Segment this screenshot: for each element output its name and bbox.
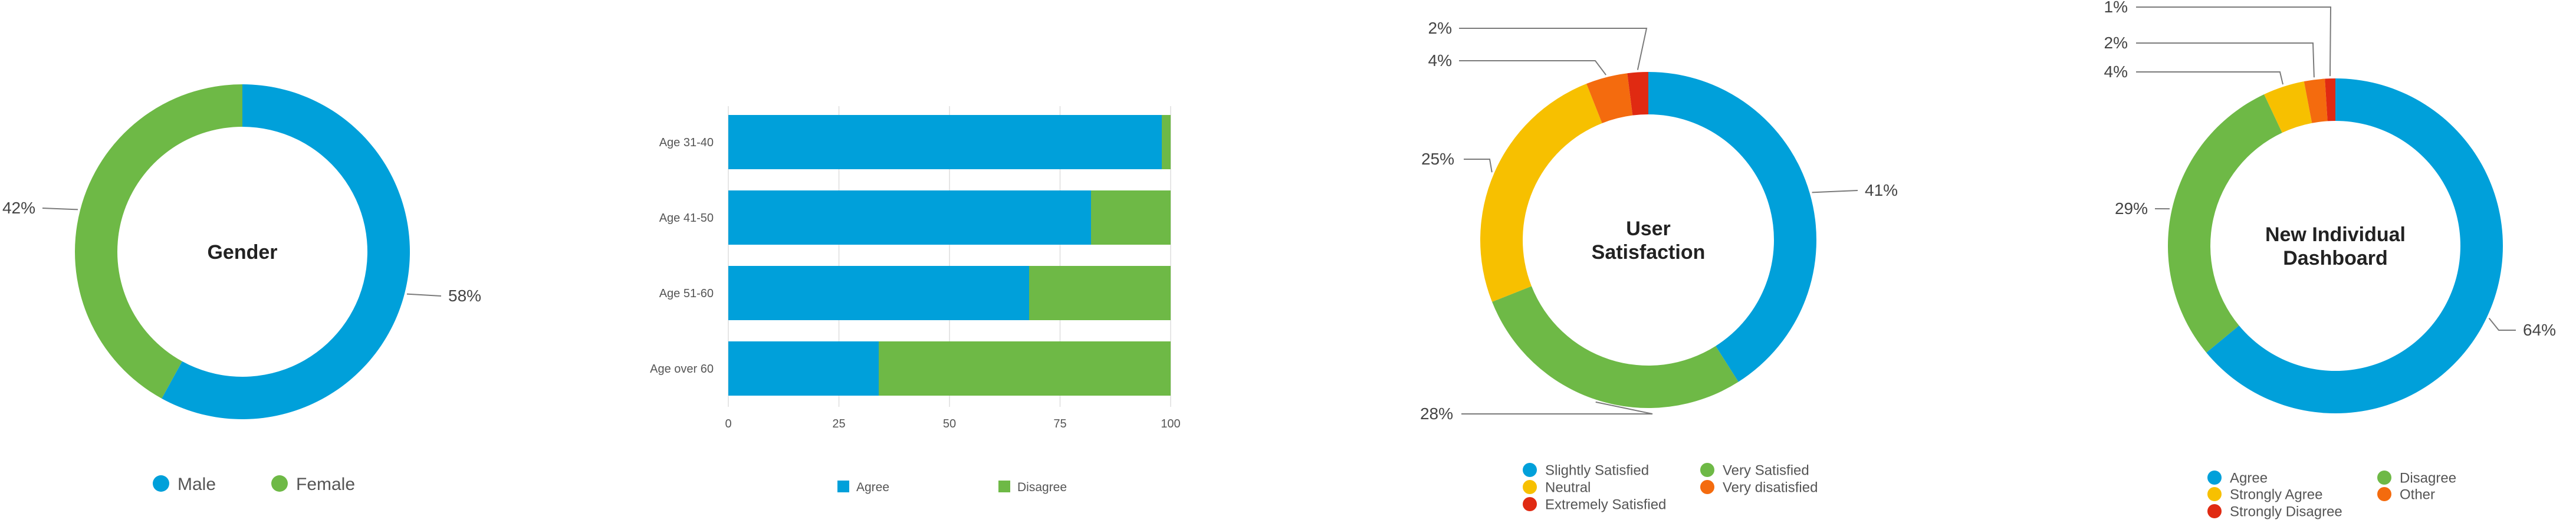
legend-label: Very Satisfied [1723, 463, 1809, 479]
legend-label: Very disatisfied [1723, 480, 1818, 496]
leader-line [2489, 318, 2516, 330]
y-category-label: Age 51-60 [659, 287, 714, 300]
legend-label: Extremely Satisfied [1545, 497, 1666, 513]
y-category-label: Age over 60 [650, 363, 714, 376]
slice-percentage-label: 58% [448, 287, 481, 305]
leader-line [1459, 28, 1647, 70]
slice-percentage-label: 25% [1421, 150, 1454, 168]
bar-segment [879, 341, 1171, 396]
donut-slice [1648, 72, 1816, 382]
slice-percentage-label: 2% [2104, 34, 2128, 52]
slice-percentage-label: 4% [2104, 63, 2128, 81]
leader-line [2136, 7, 2331, 76]
donut-center-title: New Individual [2265, 223, 2406, 246]
donut-center-title: User [1626, 218, 1671, 240]
legend-swatch [153, 475, 169, 492]
bar-chart: 0 25 50 75 100 Age 31-40 Age 41-50 Age 51-60 Age… [650, 106, 1181, 494]
legend-swatch [998, 481, 1010, 492]
donut-slice [1492, 286, 1739, 408]
donut-center-title: Gender [207, 241, 277, 264]
legend-label: Other [2400, 487, 2435, 503]
legend-swatch [2207, 504, 2222, 518]
legend-swatch [2377, 471, 2391, 485]
bar-segment [728, 341, 879, 396]
y-category-label: Age 31-40 [659, 136, 714, 149]
bar-segment [728, 115, 1162, 169]
leader-line [1464, 159, 1492, 172]
legend-swatch [1700, 463, 1714, 477]
donut-slice [1480, 84, 1602, 302]
slice-percentage-label: 4% [1428, 51, 1452, 70]
x-tick-label: 0 [725, 417, 731, 430]
donut-center-title: Satisfaction [1592, 241, 1706, 264]
legend-swatch [2377, 487, 2391, 501]
y-category-label: Age 41-50 [659, 212, 714, 225]
x-tick-label: 75 [1053, 417, 1066, 430]
leader-line [42, 208, 78, 209]
legend-swatch [837, 481, 849, 492]
leader-line [407, 294, 441, 296]
leader-line [2136, 72, 2283, 84]
bar-segment [728, 266, 1029, 320]
bar-segment [1162, 115, 1171, 169]
slice-percentage-label: 64% [2523, 321, 2556, 339]
legend-label: Disagree [2400, 471, 2456, 486]
legend-label: Agree [2230, 471, 2268, 486]
legend-swatch [1523, 463, 1537, 477]
legend-swatch [2207, 487, 2222, 501]
donut-center-title: Dashboard [2283, 247, 2388, 269]
legend-label: Agree [856, 481, 889, 494]
legend-swatch [1700, 480, 1714, 494]
slice-percentage-label: 41% [1865, 181, 1898, 199]
bar-segment [1091, 190, 1171, 245]
legend-label: Strongly Agree [2230, 487, 2322, 503]
slice-percentage-label: 28% [1420, 404, 1453, 423]
legend-swatch [1523, 497, 1537, 511]
donut-chart-0: Gender 58% 42% Male Female [2, 84, 481, 494]
slice-percentage-label: 1% [2104, 0, 2128, 16]
bar-segment [1029, 266, 1171, 320]
legend-label: Female [296, 475, 355, 494]
legend-swatch [271, 475, 288, 492]
x-tick-label: 100 [1161, 417, 1180, 430]
slice-percentage-label: 29% [2115, 199, 2148, 218]
legend-label: Strongly Disagree [2230, 504, 2342, 520]
legend-label: Male [178, 475, 216, 494]
legend-label: Disagree [1017, 481, 1067, 494]
x-tick-label: 50 [943, 417, 956, 430]
legend-swatch [2207, 471, 2222, 485]
legend-label: Neutral [1545, 480, 1591, 496]
slice-percentage-label: 42% [2, 199, 35, 217]
leader-line [1459, 61, 1606, 75]
legend-label: Slightly Satisfied [1545, 463, 1649, 479]
legend-swatch [1523, 480, 1537, 494]
x-tick-label: 25 [832, 417, 845, 430]
leader-line [1812, 190, 1858, 192]
slice-percentage-label: 2% [1428, 19, 1452, 37]
bar-segment [728, 190, 1091, 245]
